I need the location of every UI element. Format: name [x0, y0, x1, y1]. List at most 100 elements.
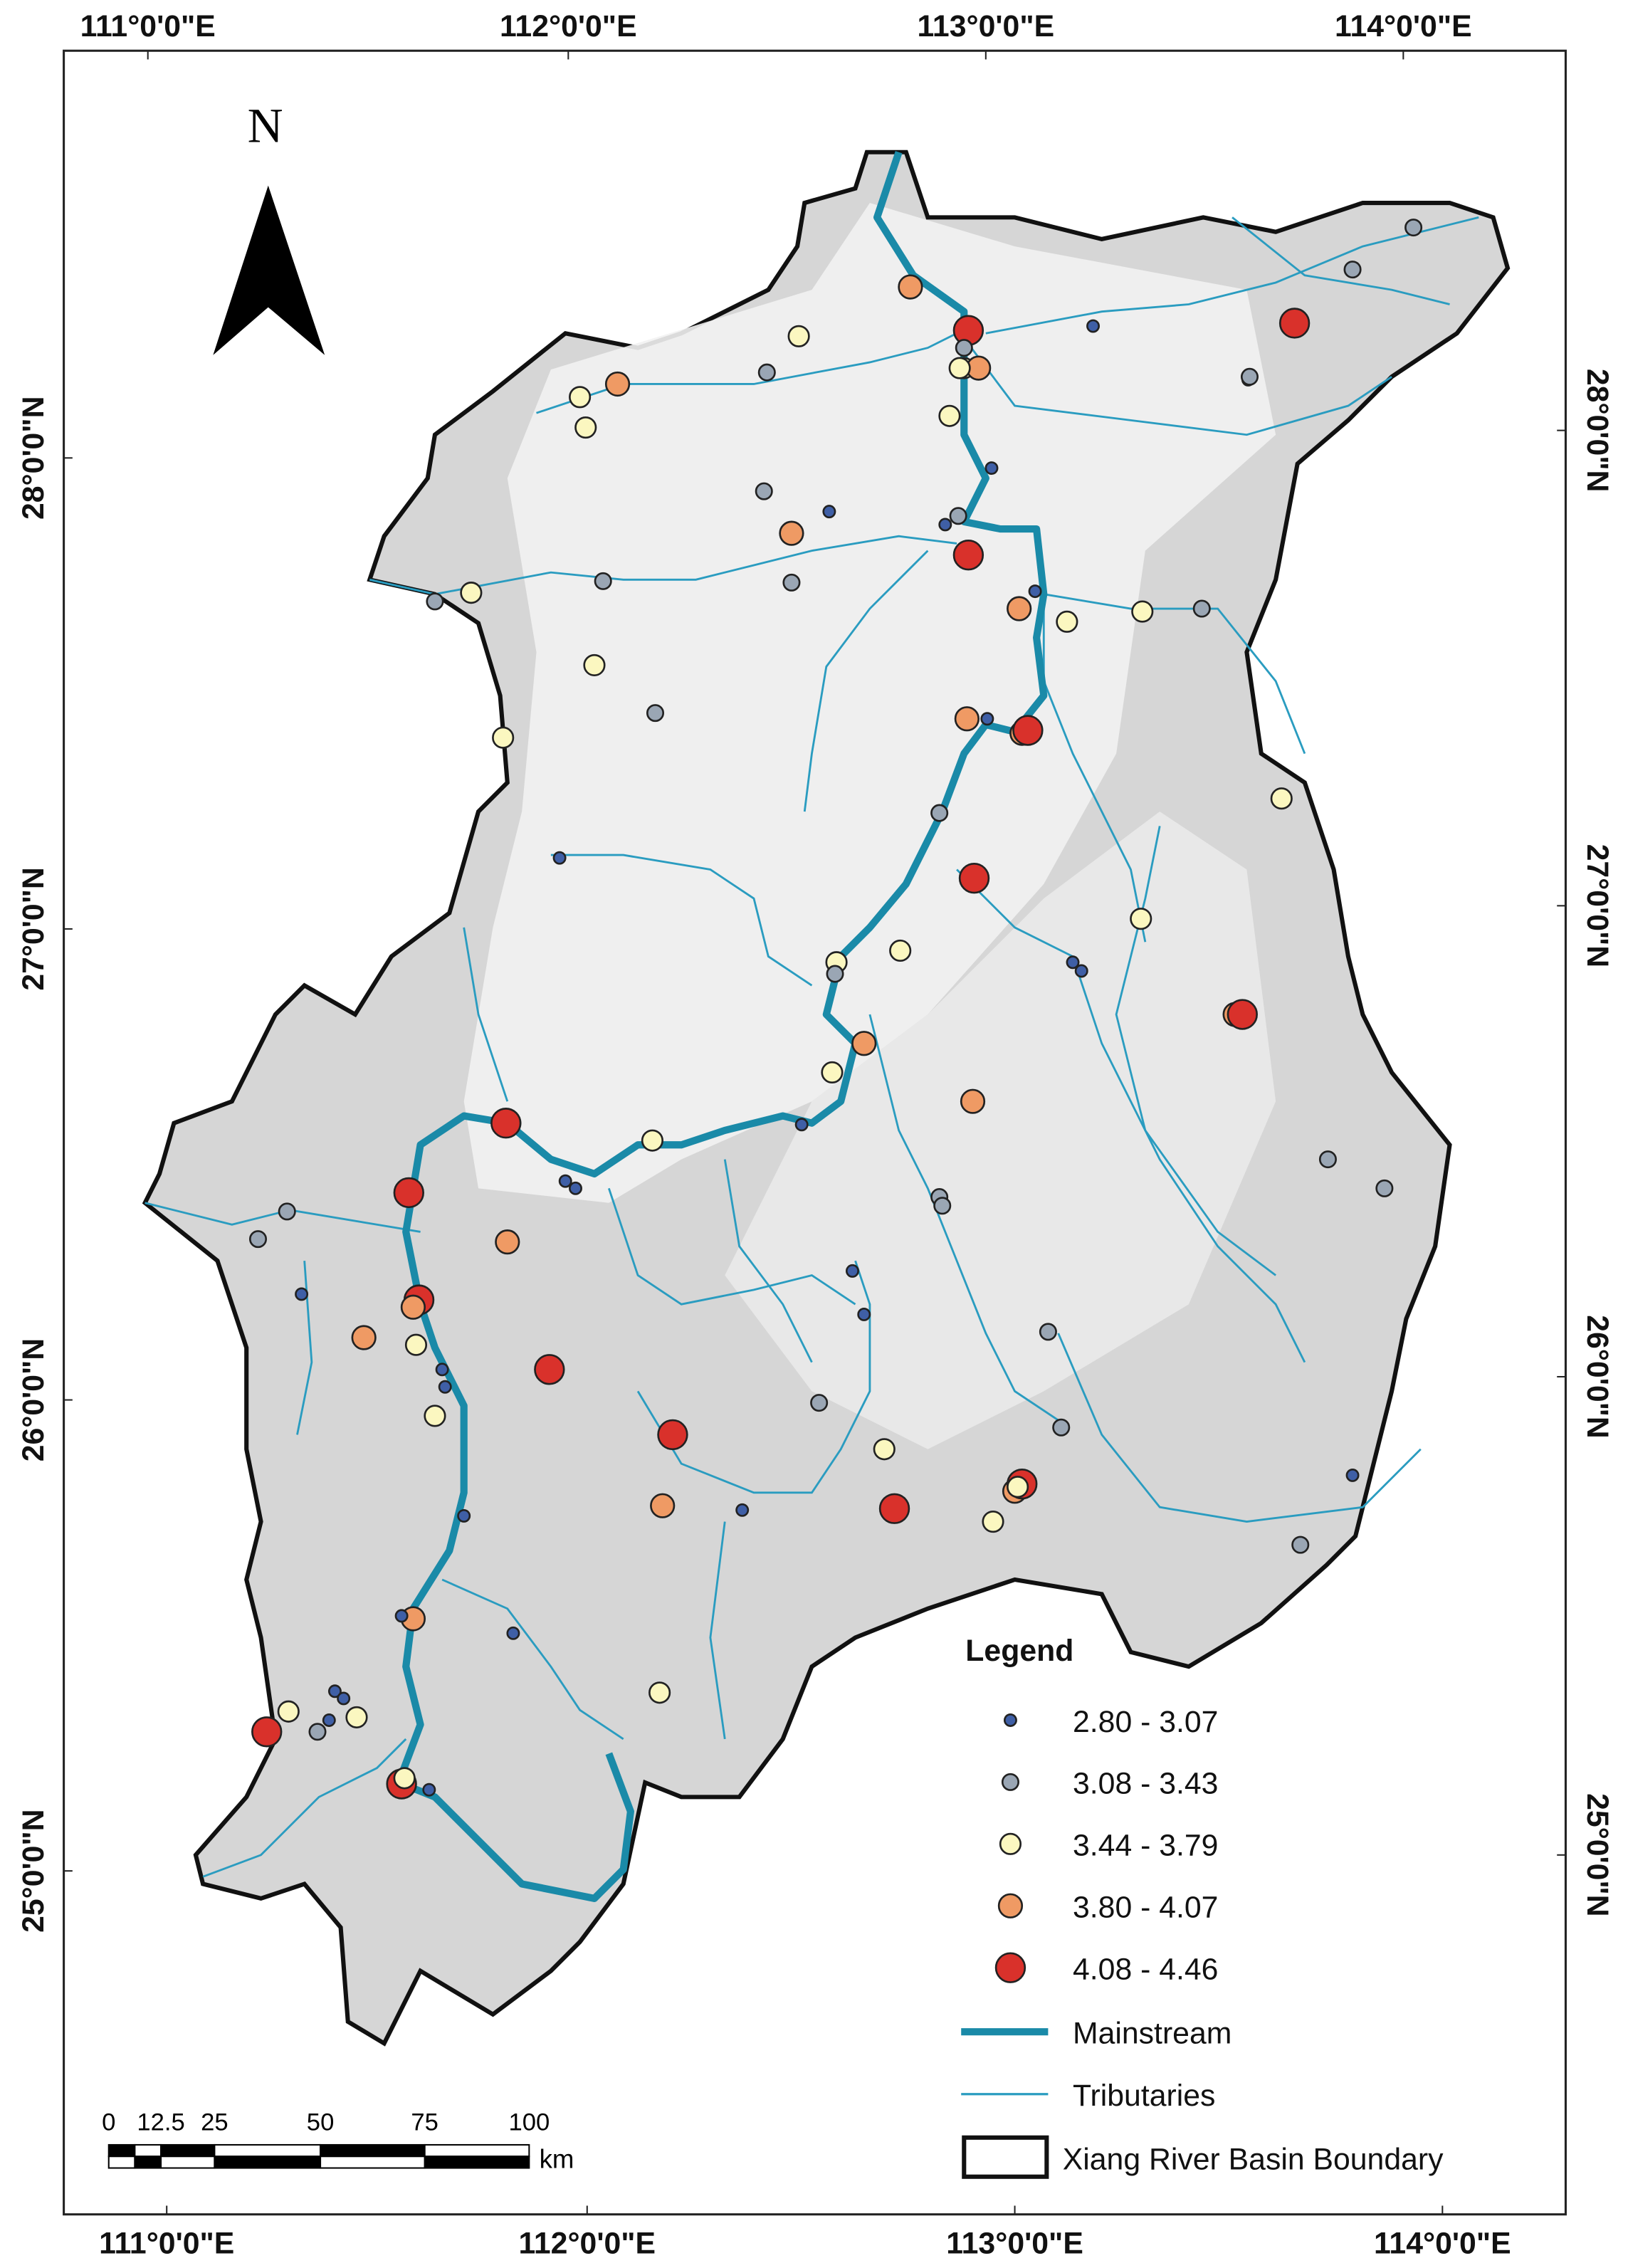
longitude-label: 113°0'0"E: [946, 2227, 1083, 2261]
sample-point: [337, 1691, 351, 1706]
sample-point: [898, 274, 923, 300]
latitude-label: 25°0'0"N: [16, 1809, 51, 1932]
legend-label: 3.80 - 4.07: [1073, 1891, 1218, 1925]
sample-point: [933, 1197, 952, 1215]
sample-point: [857, 1307, 871, 1321]
sample-point: [1404, 219, 1423, 237]
sample-point: [735, 1503, 750, 1517]
sample-point: [646, 704, 665, 723]
sample-point: [1291, 1535, 1310, 1554]
lowland-area: [463, 203, 1276, 1203]
sample-point: [810, 1394, 829, 1412]
legend-symbol: [1001, 1773, 1019, 1791]
sample-point: [1318, 1150, 1337, 1169]
coordinate-labels: 111°0'0"E 112°0'0"E 113°0'0"E 114°0'0"E 111°…: [16, 9, 1614, 2261]
sample-point: [393, 1767, 416, 1790]
sample-point: [982, 1510, 1004, 1533]
scale-segment: [424, 2156, 530, 2169]
sample-point: [1278, 308, 1311, 339]
legend-symbol: [994, 1952, 1026, 1983]
scale-label: 25: [201, 2109, 229, 2136]
scale-segment: [134, 2156, 162, 2169]
legend-title: Legend: [965, 1634, 1073, 1668]
sample-point: [594, 572, 612, 590]
sample-point: [1086, 319, 1100, 333]
legend-symbol: [997, 1893, 1024, 1918]
legend-label: Tributaries: [1073, 2079, 1215, 2113]
longitude-label: 114°0'0"E: [1335, 9, 1472, 43]
sample-point: [648, 1681, 671, 1704]
scale-segment: [107, 2156, 136, 2169]
sample-point: [1270, 787, 1293, 810]
scale-segment: [320, 2156, 426, 2169]
sample-point: [1066, 955, 1080, 970]
sample-point: [657, 1419, 688, 1451]
longitude-label: 112°0'0"E: [518, 2227, 656, 2261]
sample-point: [422, 1783, 436, 1797]
legend-label: 3.08 - 3.43: [1073, 1767, 1218, 1801]
sample-point: [787, 325, 810, 347]
scale-label: 100: [508, 2109, 550, 2136]
scale-segment: [107, 2143, 136, 2158]
sample-point: [574, 416, 597, 439]
sample-point: [394, 1609, 409, 1623]
scale-segment: [320, 2143, 426, 2158]
sample-point: [424, 1405, 446, 1427]
sample-point: [558, 1174, 572, 1188]
sample-point: [948, 357, 971, 379]
sample-point: [351, 1325, 377, 1350]
sample-point: [960, 1088, 986, 1114]
sample-point: [1012, 715, 1044, 746]
legend-label: 2.80 - 3.07: [1073, 1705, 1218, 1739]
sample-point: [984, 461, 999, 476]
sample-point: [457, 1508, 471, 1523]
sample-point: [308, 1723, 327, 1741]
sample-point: [1007, 1476, 1029, 1498]
sample-point: [938, 404, 961, 427]
sample-point: [873, 1438, 896, 1461]
sample-point: [1131, 600, 1154, 623]
scale-label: 50: [307, 2109, 335, 2136]
sample-point: [1052, 1418, 1071, 1437]
sample-point: [955, 339, 973, 357]
legend-boundary-box: [962, 2135, 1049, 2179]
sample-point: [277, 1700, 300, 1723]
longitude-label: 111°0'0"E: [99, 2227, 234, 2261]
sample-point: [1039, 1323, 1057, 1341]
sample-point: [958, 863, 990, 894]
scale-label: 12.5: [137, 2109, 184, 2136]
sample-point: [821, 1061, 844, 1084]
north-label: N: [248, 98, 283, 153]
scale-segment: [214, 2156, 322, 2169]
sample-point: [460, 582, 483, 604]
sample-point: [251, 1716, 283, 1748]
sample-point: [400, 1294, 426, 1320]
sample-point: [782, 573, 801, 592]
sample-point: [954, 706, 980, 732]
sample-point: [1007, 596, 1032, 621]
latitude-label: 27°0'0"N: [1580, 844, 1614, 967]
sample-point: [930, 804, 949, 822]
scale-bar: 0 12.5 25 50 75 100 km: [102, 2109, 574, 2174]
sample-point: [569, 386, 592, 409]
sample-point: [641, 1129, 664, 1152]
legend-symbol: [1003, 1713, 1017, 1727]
scale-segment: [424, 2143, 530, 2158]
tributaries: [145, 216, 1479, 1878]
sample-point: [345, 1706, 368, 1728]
legend-label: 3.44 - 3.79: [1073, 1829, 1218, 1863]
lowland-area: [725, 812, 1276, 1449]
latitude-label: 27°0'0"N: [16, 867, 51, 990]
sample-point: [938, 518, 952, 532]
sample-point: [1074, 964, 1088, 978]
scale-unit: km: [540, 2145, 574, 2174]
sample-point: [569, 1181, 582, 1195]
sample-point: [295, 1287, 309, 1301]
sample-point: [1028, 584, 1042, 599]
sample-point: [1240, 367, 1259, 386]
longitude-label: 112°0'0"E: [500, 9, 637, 43]
scale-label: 75: [411, 2109, 438, 2136]
sample-point: [757, 363, 776, 382]
sample-point: [878, 1493, 910, 1524]
sample-point: [826, 965, 844, 983]
